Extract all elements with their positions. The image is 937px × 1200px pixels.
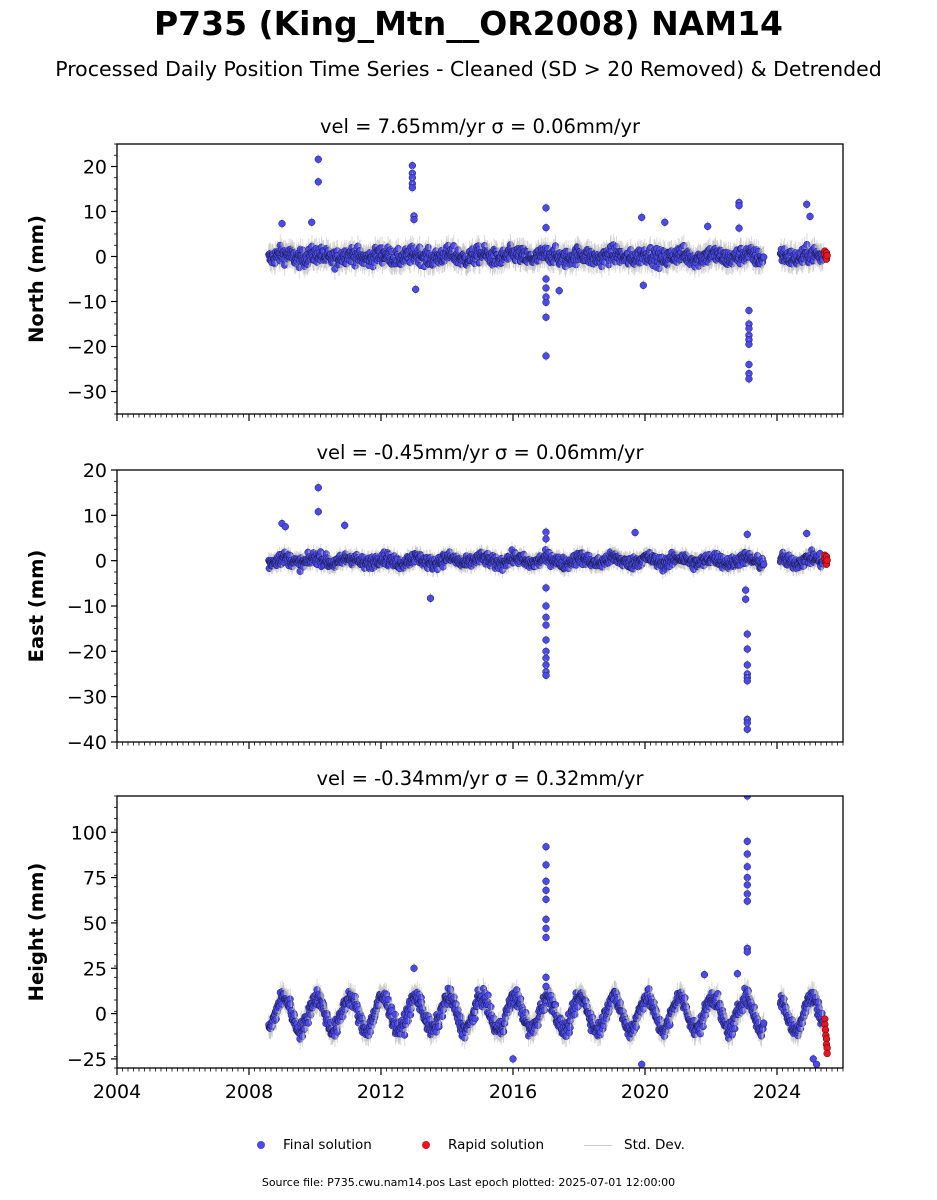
final-point [745,375,753,383]
y-axis-label: North (mm) [25,215,48,343]
final-point [760,253,768,261]
final-point [412,285,420,294]
final-point [542,204,550,212]
panel-title: vel = 7.65mm/yr σ = 0.06mm/yr [320,115,641,138]
chart-panel: −30 −20 −10 0 10 20 vel = 7.65mm/yr σ = 0.06mm… [25,115,844,421]
final-point [555,287,563,295]
final-point [638,213,646,222]
final-point [542,275,550,283]
data-layer [265,482,831,735]
data-layer [265,154,831,384]
final-point [542,352,550,360]
final-point [661,218,669,226]
final-point [278,220,286,228]
final-point [408,161,417,170]
final-point [410,215,418,224]
final-point [408,184,417,192]
final-point [639,281,647,289]
final-point [542,284,550,292]
final-point [806,212,814,221]
final-point [704,222,712,231]
figure-title: P735 (King_Mtn__OR2008) NAM14 [153,4,784,43]
final-point [745,360,753,369]
rapid-point [823,251,831,260]
y-tick-label: 10 [83,202,107,224]
final-point [542,298,550,307]
y-tick-label: 20 [83,157,107,179]
final-point [745,306,753,315]
figure-subtitle: Processed Daily Position Time Series - C… [55,57,882,81]
axes-frame [116,143,844,415]
final-point [745,340,753,348]
y-tick-label: −20 [67,337,107,359]
final-point [314,178,322,186]
y-tick-label: −10 [67,292,107,314]
final-point [542,313,550,321]
final-point [542,224,550,232]
final-point [735,202,743,210]
final-point [314,155,322,163]
final-point [735,224,743,232]
final-point [803,200,811,208]
y-tick-label: −30 [67,382,107,404]
final-point [308,218,316,226]
y-tick-label: 0 [95,247,107,269]
